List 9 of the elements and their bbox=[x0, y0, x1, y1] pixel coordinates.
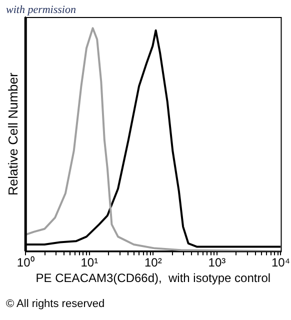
text: with permission bbox=[6, 4, 76, 16]
text: © All rights reserved bbox=[6, 298, 105, 310]
x-tick-label: 10⁰ bbox=[16, 256, 34, 270]
x-tick-label: 10³ bbox=[208, 256, 226, 270]
x-tick-label: 10¹ bbox=[80, 256, 98, 270]
x-tick-label: 10² bbox=[144, 256, 162, 270]
x-axis-title: PE CEACAM3(CD66d), with isotype control bbox=[36, 271, 271, 286]
y-axis-title: Relative Cell Number bbox=[5, 72, 20, 196]
x-tick-label: 10⁴ bbox=[271, 256, 290, 270]
